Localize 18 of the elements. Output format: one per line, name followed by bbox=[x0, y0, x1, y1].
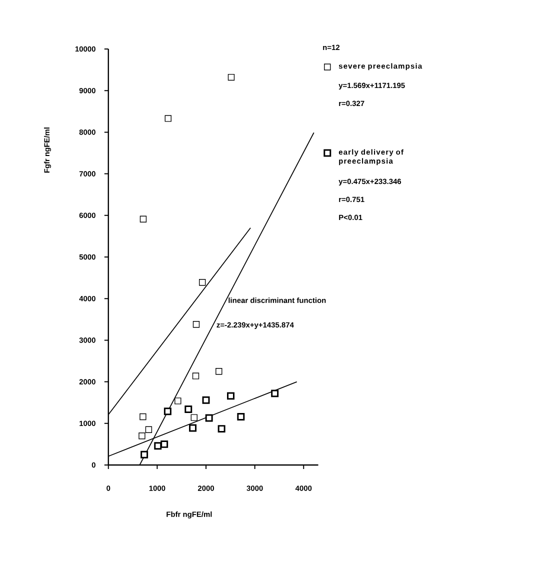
point bbox=[154, 442, 162, 450]
point bbox=[192, 372, 199, 380]
point bbox=[218, 425, 226, 433]
point bbox=[140, 450, 148, 458]
point bbox=[205, 414, 213, 422]
point bbox=[139, 413, 146, 420]
point bbox=[228, 74, 234, 81]
point bbox=[145, 426, 152, 433]
point bbox=[188, 424, 196, 432]
point bbox=[270, 390, 278, 398]
point bbox=[202, 396, 210, 404]
point bbox=[164, 408, 172, 416]
point bbox=[192, 321, 200, 328]
point bbox=[140, 216, 146, 222]
point bbox=[236, 413, 244, 420]
point bbox=[226, 392, 234, 400]
point bbox=[184, 406, 192, 413]
point bbox=[160, 440, 168, 448]
